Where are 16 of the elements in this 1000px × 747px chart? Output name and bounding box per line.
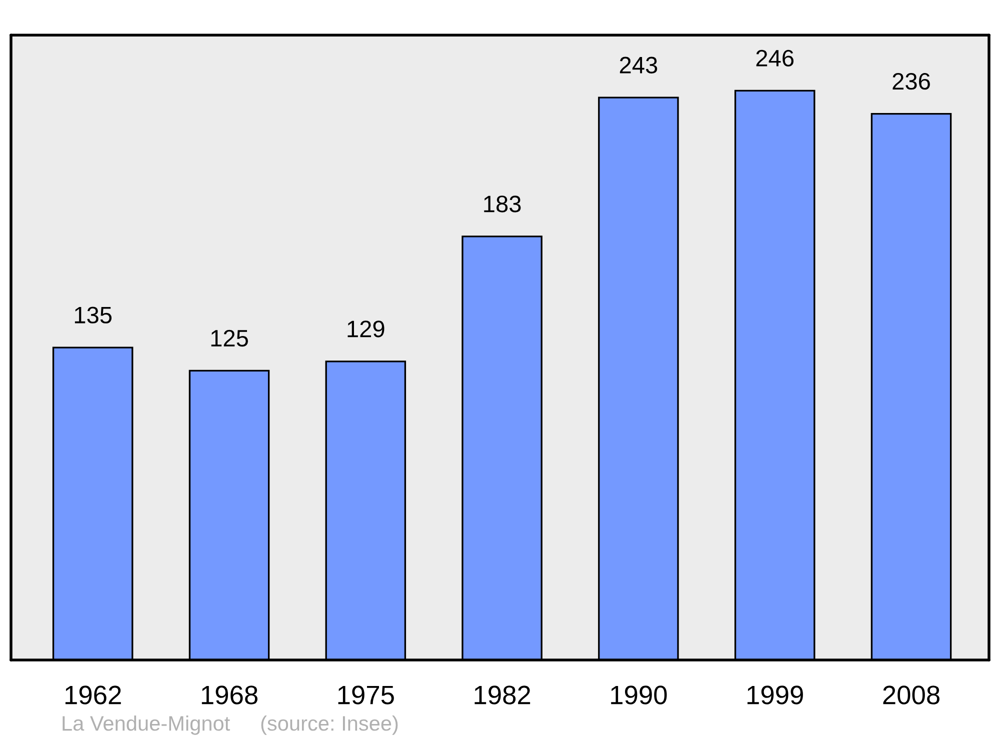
x-tick-label: 1999: [748, 686, 803, 704]
data-label: 183: [484, 196, 521, 212]
x-tick-label: 1962: [66, 686, 121, 704]
text: La Vendue-Mignot: [62, 715, 230, 735]
x-tick-label: 1982: [474, 686, 530, 704]
data-label: 243: [620, 56, 658, 74]
data-label: 135: [74, 306, 112, 324]
data-label: 125: [211, 330, 248, 347]
data-label: 236: [892, 72, 930, 90]
data-label: 129: [348, 320, 384, 338]
x-tick-label: 1990: [611, 686, 667, 704]
text: (source: Insee): [261, 715, 398, 735]
x-tick-label: 1975: [338, 686, 394, 704]
x-tick-label: 2008: [883, 686, 940, 704]
data-label: 246: [756, 50, 794, 67]
x-tick-label: 1968: [202, 686, 258, 704]
